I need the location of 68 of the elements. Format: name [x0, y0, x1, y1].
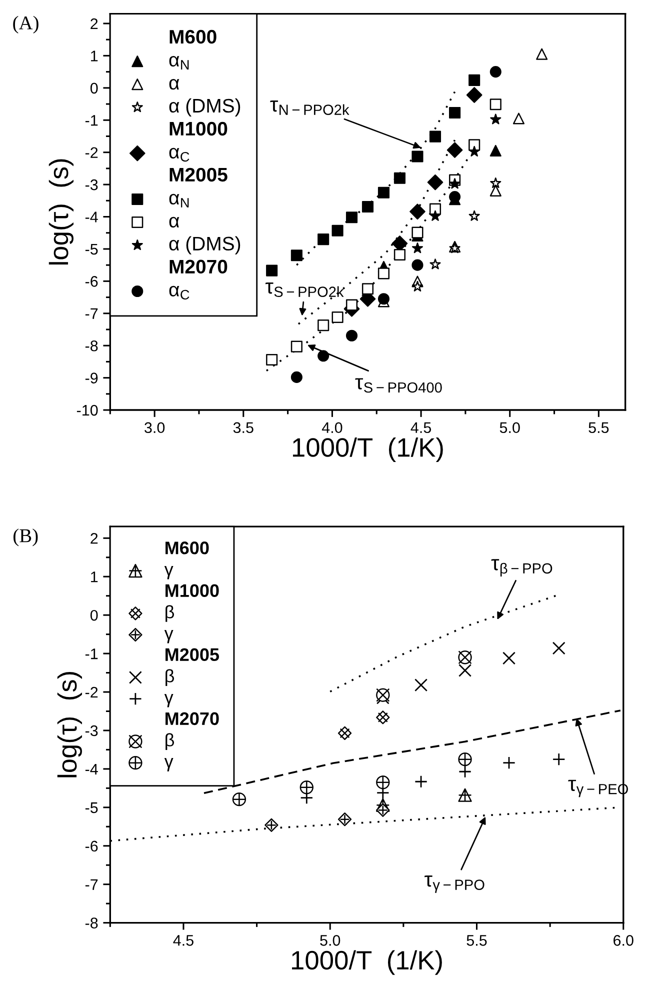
y-tick-label: -3 — [85, 725, 98, 736]
y-tick-label: -7 — [85, 879, 98, 890]
y-tick-label: 2 — [90, 533, 98, 544]
x-tick-label: 5.5 — [466, 935, 487, 946]
x-tick-label: 4.5 — [410, 422, 432, 434]
legend-label: β — [166, 669, 174, 686]
x-axis-title: 1000/T (1/K) — [292, 950, 442, 975]
legend-label: γ — [164, 758, 174, 772]
chart-title: (A) — [13, 16, 38, 34]
y-tick-label: -5 — [85, 802, 98, 814]
y-tick-label: 1 — [91, 572, 98, 582]
y-tick-label: 0 — [90, 82, 98, 94]
legend-label: α$_{N}$ — [169, 194, 189, 208]
y-axis-title: log(τ) (s) — [57, 672, 82, 778]
y-tick-label: 2 — [90, 18, 98, 30]
y-tick-label: -1 — [85, 648, 98, 660]
y-tick-label: -1 — [85, 115, 98, 126]
x-tick-label: 5.0 — [320, 935, 340, 946]
y-tick-label: -7 — [85, 308, 98, 319]
x-axis-title: 1000/T (1/K) — [292, 437, 443, 462]
text: M600 — [166, 542, 209, 554]
text: M1000 — [166, 584, 219, 597]
y-tick-label: -4 — [85, 764, 98, 774]
text: M2005 — [166, 648, 220, 662]
y-tick-label: -8 — [85, 340, 98, 352]
legend-label: α$_{N}$ — [169, 56, 189, 70]
chart-title: (B) — [14, 528, 38, 546]
y-tick-label: -3 — [85, 179, 98, 190]
annotation: τ$_{S−PPO400}$ — [355, 378, 442, 393]
y-tick-label: -6 — [85, 840, 98, 852]
legend-label: α — [169, 78, 180, 90]
x-tick-label: 5.0 — [500, 422, 520, 434]
x-tick-label: 4.0 — [322, 422, 342, 434]
annotation: τ$_{β−PPO}$ — [491, 559, 552, 576]
x-tick-label: 6.0 — [614, 935, 634, 946]
legend-label: α (DMS) — [169, 98, 240, 116]
y-tick-label: 0 — [90, 610, 98, 621]
x-tick-label: 4.5 — [173, 935, 194, 946]
x-tick-label: 3.0 — [144, 422, 165, 434]
text: M2005 — [170, 168, 228, 182]
text: M600 — [170, 30, 216, 44]
text: M2070 — [170, 260, 228, 274]
annotation: τ$_{S−PPO2k}$ — [266, 282, 344, 297]
y-tick-label: -6 — [85, 276, 98, 287]
x-tick-label: 3.5 — [233, 422, 254, 434]
legend-label: α$_{C}$ — [169, 286, 190, 300]
y-tick-label: -8 — [85, 918, 98, 928]
x-tick-label: 5.5 — [588, 422, 609, 434]
legend-label: γ — [164, 694, 174, 708]
annotation: τ$_{N−PPO2k}$ — [270, 100, 350, 115]
annotation: τ$_{γ−PPO}$ — [424, 876, 484, 893]
y-tick-label: -4 — [85, 212, 98, 222]
legend-label: β — [166, 733, 174, 750]
y-axis-title: log(τ) (s) — [48, 159, 74, 264]
text: M2070 — [166, 712, 219, 726]
legend-label: γ — [164, 630, 174, 644]
y-tick-label: -10 — [76, 404, 98, 416]
y-tick-label: -9 — [85, 372, 98, 384]
text: M1000 — [170, 122, 228, 136]
legend-label: β — [166, 605, 174, 622]
y-tick-label: -2 — [85, 147, 98, 158]
legend-label: γ — [164, 566, 174, 580]
y-tick-label: -5 — [85, 244, 98, 255]
y-tick-label: -2 — [85, 686, 98, 698]
legend-label: α$_{C}$ — [169, 148, 190, 162]
y-tick-label: 1 — [91, 50, 98, 62]
legend-label: α — [169, 216, 180, 228]
legend-label: α (DMS) — [169, 236, 240, 254]
